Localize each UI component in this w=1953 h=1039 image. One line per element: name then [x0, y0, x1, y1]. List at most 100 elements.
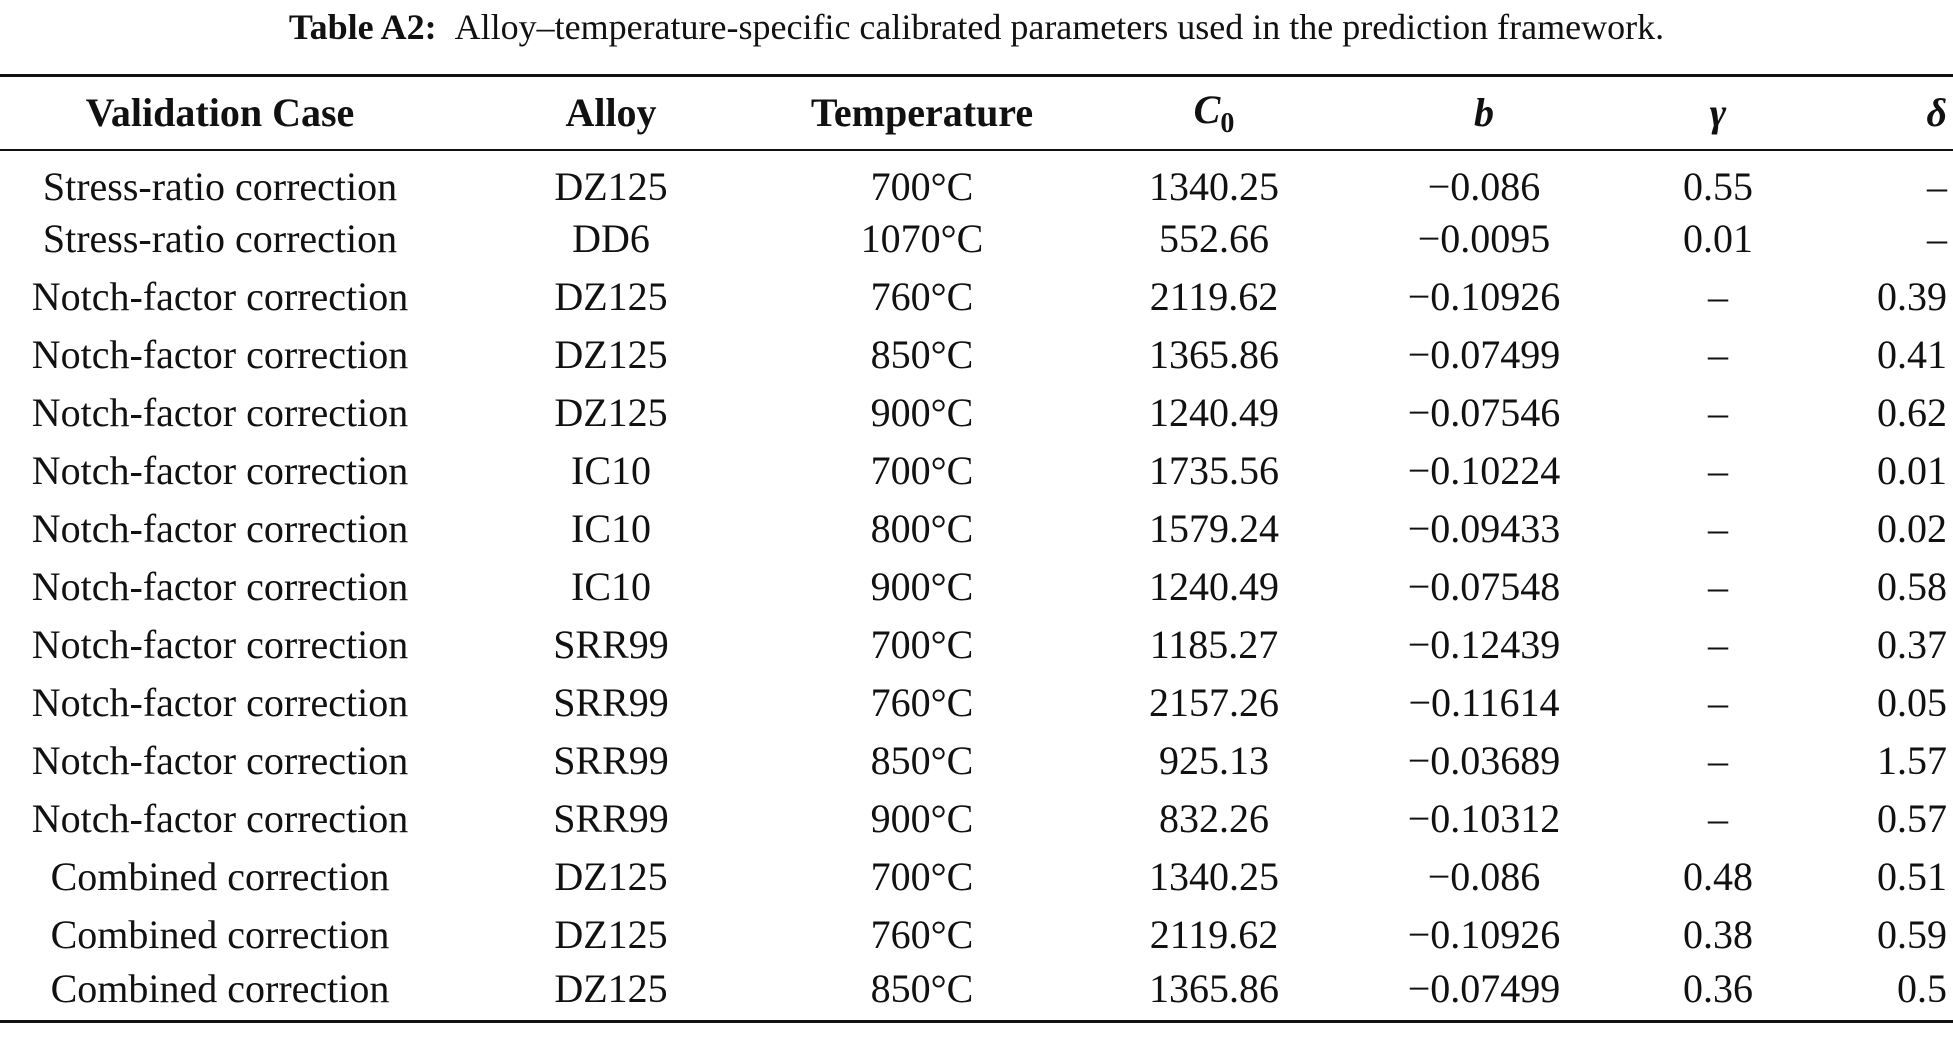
table-cell: −0.03689 [1407, 738, 1561, 783]
table-cell: −0.10926 [1407, 912, 1561, 957]
table-cell: 1340.25 [1149, 854, 1279, 899]
table-cell: 850°C [870, 332, 974, 377]
table-cell: 0.05 [1877, 680, 1947, 725]
table-cell: – [1927, 163, 1947, 209]
table-cell: – [1708, 448, 1728, 493]
table-cell: 0.58 [1877, 564, 1947, 609]
table-row: Notch-factor correction DZ125 760°C 2119.62… [0, 268, 1953, 326]
table-cell: −0.086 [1427, 163, 1541, 209]
table-cell: DZ125 [554, 390, 668, 435]
table-cell: – [1708, 274, 1728, 319]
table-cell: Stress-ratio correction [42, 216, 398, 261]
table-cell: Combined correction [50, 912, 390, 957]
table-cell: 1240.49 [1149, 390, 1279, 435]
header-cell: b [1366, 74, 1602, 151]
table-cell: – [1708, 796, 1728, 841]
table-row: Notch-factor correction IC10 900°C 1240.49 −… [0, 558, 1953, 616]
table-cell: −0.10224 [1407, 448, 1561, 493]
table-cell: 700°C [870, 448, 974, 493]
table-cell: 0.48 [1683, 854, 1753, 899]
table-caption: Table A2: Alloy–temperature-specific cal… [0, 4, 1953, 50]
table-cell: Stress-ratio correction [42, 163, 398, 209]
table-cell: SRR99 [553, 738, 669, 783]
table-cell: 0.41 [1877, 332, 1947, 377]
table-cell: Notch-factor correction [31, 390, 409, 435]
table-cell: −0.07548 [1407, 564, 1561, 609]
caption-label: Table A2: [288, 7, 437, 47]
table-cell: DZ125 [440, 963, 782, 1023]
table-cell: 760°C [870, 680, 974, 725]
table-cell: 2157.26 [1149, 680, 1279, 725]
table-cell: – [1708, 390, 1728, 435]
table-cell: IC10 [571, 448, 651, 493]
table-cell: DZ125 [554, 332, 668, 377]
table-cell: 760°C [870, 912, 974, 957]
header-text: Alloy [565, 90, 657, 136]
table-cell: DZ125 [554, 163, 668, 209]
table-cell: −0.086 [1427, 854, 1541, 899]
header-cell: C0 [1062, 74, 1366, 151]
table-cell: 900°C [870, 796, 974, 841]
table-cell: – [1927, 216, 1947, 261]
caption-text: Alloy–temperature-specific calibrated pa… [454, 7, 1665, 47]
table-cell: 1340.25 [1149, 163, 1279, 209]
table-cell: 700°C [870, 163, 974, 209]
table-cell: −0.0095 [1417, 216, 1551, 261]
header-cell: Temperature [782, 74, 1062, 151]
table-cell: −0.12439 [1407, 622, 1561, 667]
table-cell: 0.59 [1877, 912, 1947, 957]
table-cell: 1.57 [1877, 738, 1947, 783]
table-row: Notch-factor correction IC10 700°C 1735.56 −… [0, 442, 1953, 500]
table-cell: SRR99 [553, 680, 669, 725]
table-cell: – [1708, 680, 1728, 725]
header-cell: γ [1602, 74, 1834, 151]
table-cell: Combined correction [50, 854, 390, 899]
table-cell: Combined correction [0, 963, 440, 1023]
table-cell: Notch-factor correction [31, 448, 409, 493]
table-cell: 0.55 [1683, 163, 1753, 209]
table-cell: SRR99 [553, 796, 669, 841]
header-cell: δ [1834, 74, 1953, 151]
table-cell: – [1708, 738, 1728, 783]
table-cell: 0.37 [1877, 622, 1947, 667]
table-cell: Notch-factor correction [31, 564, 409, 609]
table-cell: DZ125 [554, 912, 668, 957]
table-cell: 0.01 [1683, 216, 1753, 261]
table-cell: 832.26 [1159, 796, 1269, 841]
table-cell: 1365.86 [1062, 963, 1366, 1023]
table-cell: SRR99 [553, 622, 669, 667]
table-cell: 800°C [870, 506, 974, 551]
header-cell: Alloy [440, 74, 782, 151]
header-text: Validation Case [85, 90, 355, 136]
table-cell: 700°C [870, 854, 974, 899]
table-cell: −0.10312 [1407, 796, 1561, 841]
table-cell: −0.11614 [1408, 680, 1560, 725]
table-cell: 0.01 [1877, 448, 1947, 493]
table-cell: – [1708, 506, 1728, 551]
table-row: Notch-factor correction IC10 800°C 1579.24 −… [0, 500, 1953, 558]
header-text: C [1193, 86, 1221, 132]
table-cell: −0.07546 [1407, 390, 1561, 435]
table-cell: Notch-factor correction [31, 332, 409, 377]
table-cell: 760°C [870, 274, 974, 319]
table-cell: −0.07499 [1407, 332, 1561, 377]
table-cell: 0.38 [1683, 912, 1753, 957]
table-cell: – [1708, 332, 1728, 377]
table-cell: Notch-factor correction [31, 622, 409, 667]
table-cell: 900°C [870, 564, 974, 609]
table-cell: 0.5 [1834, 963, 1953, 1023]
table-cell: −0.10926 [1407, 274, 1561, 319]
table-cell: 1070°C [860, 216, 984, 261]
table-cell: Notch-factor correction [31, 506, 409, 551]
table-cell: Notch-factor correction [31, 738, 409, 783]
table-cell: 925.13 [1159, 738, 1269, 783]
table-cell: 0.62 [1877, 390, 1947, 435]
parameter-table: Validation Case Alloy Temperature C0 b γ δ Str… [0, 74, 1953, 1023]
table-cell: 1240.49 [1149, 564, 1279, 609]
table-row: Notch-factor correction SRR99 700°C 1185.27… [0, 616, 1953, 674]
table-row: Notch-factor correction SRR99 760°C 2157.26… [0, 674, 1953, 732]
table-cell: 700°C [870, 622, 974, 667]
table-cell: 2119.62 [1149, 912, 1279, 957]
table-cell: Notch-factor correction [31, 796, 409, 841]
table-cell: 850°C [782, 963, 1062, 1023]
